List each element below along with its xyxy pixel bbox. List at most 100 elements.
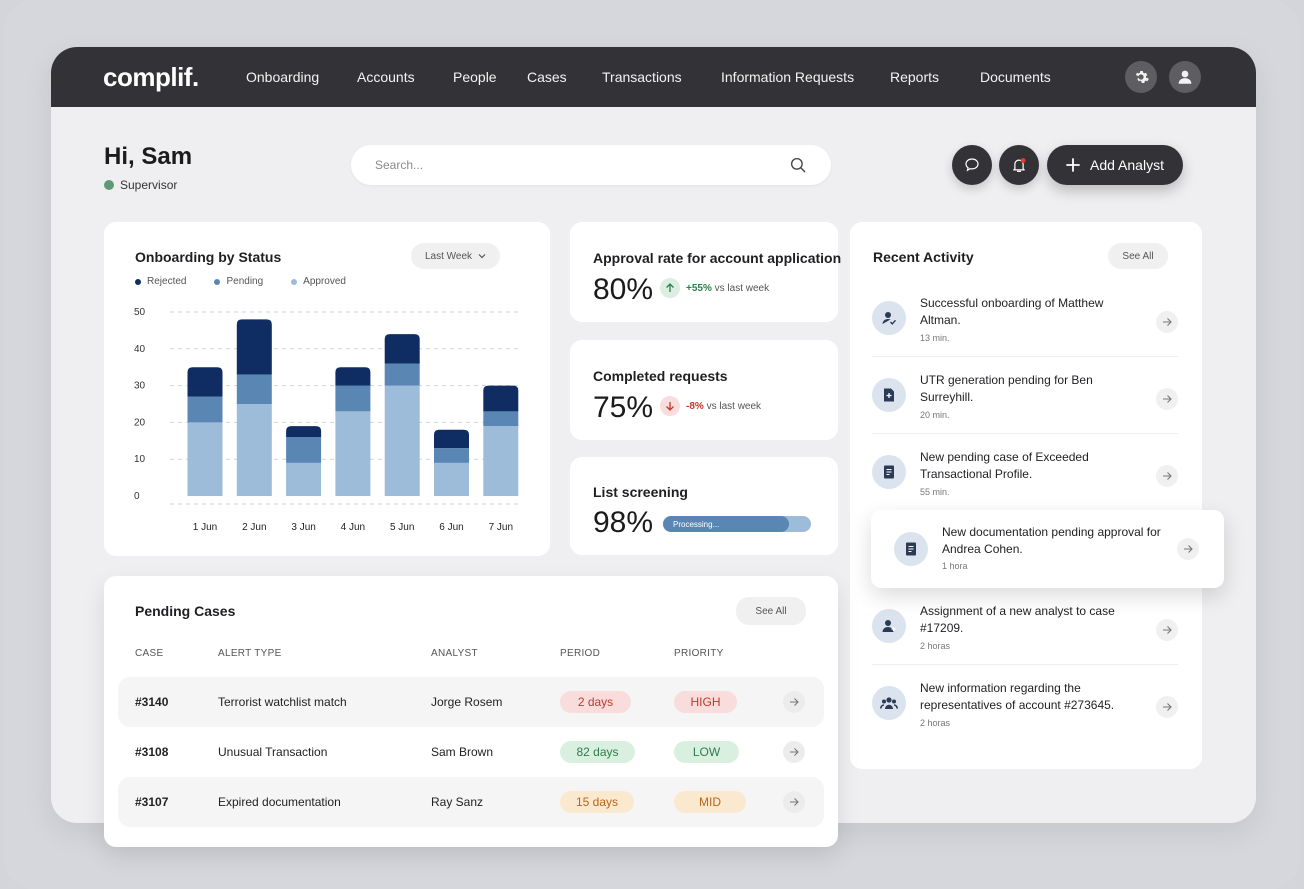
completed-delta-suffix: vs last week (706, 400, 762, 412)
period-badge: 2 days (560, 691, 631, 713)
search-bar[interactable] (351, 145, 831, 185)
progress-label: Processing... (673, 519, 720, 529)
user-check-icon (872, 301, 906, 335)
document-icon (894, 532, 928, 566)
legend-rejected: Rejected (135, 276, 186, 287)
period-badge: 15 days (560, 791, 634, 813)
search-icon[interactable] (789, 156, 807, 174)
col-header-analyst: ANALYST (431, 648, 478, 659)
screening-progress-bar: Processing... (663, 516, 811, 532)
approval-delta-value: +55% (686, 282, 712, 294)
table-row[interactable]: #3108 Unusual Transaction Sam Brown 82 d… (118, 727, 824, 777)
search-input[interactable] (375, 158, 789, 172)
analyst-name: Jorge Rosem (431, 695, 503, 709)
bar-segment-pending (384, 363, 420, 386)
bar-segment-approved (286, 462, 322, 496)
bar-segment-rejected (384, 334, 420, 364)
completed-requests-delta: -8% vs last week (660, 396, 761, 416)
y-tick-label: 20 (134, 417, 146, 428)
group-icon (872, 686, 906, 720)
arrow-right-icon[interactable] (783, 691, 805, 713)
bar-segment-rejected (483, 385, 519, 412)
priority-badge: LOW (674, 741, 739, 763)
activity-time: 55 min. (920, 487, 950, 497)
chat-button[interactable] (952, 145, 992, 185)
x-tick-label: 6 Jun (439, 522, 463, 533)
arrow-right-icon[interactable] (1156, 388, 1178, 410)
case-id: #3108 (135, 745, 169, 759)
approval-rate-title: Approval rate for account application (593, 250, 842, 266)
plus-icon (1066, 158, 1080, 172)
case-id: #3140 (135, 695, 169, 709)
approval-rate-card: Approval rate for account application 80… (570, 222, 842, 322)
divider (872, 433, 1178, 434)
nav-cases[interactable]: Cases (527, 69, 567, 85)
bar-segment-rejected (434, 429, 469, 449)
add-analyst-label: Add Analyst (1090, 157, 1164, 173)
bell-icon (1013, 158, 1026, 172)
col-header-alert-type: ALERT TYPE (218, 648, 282, 659)
table-row[interactable]: #3107 Expired documentation Ray Sanz 15 … (118, 777, 824, 827)
arrow-right-icon[interactable] (1177, 538, 1199, 560)
recent-activity-title: Recent Activity (873, 249, 974, 265)
document-icon (872, 455, 906, 489)
nav-documents[interactable]: Documents (980, 69, 1051, 85)
file-plus-icon (872, 378, 906, 412)
approval-rate-delta: +55% vs last week (660, 278, 769, 298)
activity-item[interactable]: UTR generation pending for Ben Surreyhil… (872, 372, 1182, 432)
chart-title: Onboarding by Status (135, 249, 282, 265)
chart-legend: Rejected Pending Approved (135, 276, 346, 287)
activity-item-highlighted[interactable]: New documentation pending approval for A… (871, 510, 1224, 588)
bar-segment-rejected (335, 367, 371, 386)
screening-progress-fill: Processing... (663, 516, 789, 532)
activity-time: 2 horas (920, 718, 951, 728)
bar-segment-rejected (236, 319, 272, 375)
activity-item[interactable]: New information regarding the representa… (872, 680, 1182, 740)
period-filter-label: Last Week (424, 250, 473, 262)
priority-badge: HIGH (674, 691, 737, 713)
nav-people[interactable]: People (453, 69, 497, 85)
arrow-right-icon[interactable] (783, 791, 805, 813)
analyst-name: Sam Brown (431, 745, 494, 759)
top-nav: complif. Onboarding Accounts People Case… (51, 47, 1256, 107)
nav-transactions[interactable]: Transactions (602, 69, 682, 85)
table-row[interactable]: #3140 Terrorist watchlist match Jorge Ro… (118, 677, 824, 727)
y-tick-label: 0 (134, 491, 140, 502)
period-filter-dropdown[interactable]: Last Week (411, 243, 500, 269)
logo[interactable]: complif. (103, 62, 199, 92)
nav-information-requests[interactable]: Information Requests (721, 69, 855, 85)
arrow-down-icon (660, 396, 680, 416)
alert-type: Unusual Transaction (218, 745, 328, 759)
activity-text: New pending case of Exceeded Transaction… (920, 450, 1089, 481)
activity-item[interactable]: New pending case of Exceeded Transaction… (872, 449, 1182, 509)
activity-item[interactable]: Assignment of a new analyst to case #172… (872, 603, 1182, 663)
nav-onboarding[interactable]: Onboarding (246, 69, 320, 85)
notifications-button[interactable] (999, 145, 1039, 185)
nav-accounts[interactable]: Accounts (357, 69, 415, 85)
user-role: Supervisor (104, 178, 177, 192)
bar-segment-pending (286, 437, 322, 463)
x-tick-label: 3 Jun (291, 522, 315, 533)
arrow-right-icon[interactable] (1156, 311, 1178, 333)
x-tick-label: 4 Jun (341, 522, 365, 533)
settings-button[interactable] (1125, 61, 1157, 93)
priority-badge: MID (674, 791, 746, 813)
add-analyst-button[interactable]: Add Analyst (1047, 145, 1183, 185)
activity-text: Assignment of a new analyst to case #172… (920, 604, 1115, 635)
activity-see-all-button[interactable]: See All (1108, 243, 1168, 269)
activity-item[interactable]: Successful onboarding of Matthew Altman.… (872, 295, 1182, 355)
arrow-right-icon[interactable] (1156, 696, 1178, 718)
col-header-case: CASE (135, 648, 164, 659)
case-id: #3107 (135, 795, 169, 809)
arrow-right-icon[interactable] (1156, 465, 1178, 487)
arrow-right-icon[interactable] (1156, 619, 1178, 641)
nav-reports[interactable]: Reports (890, 69, 940, 85)
bar-segment-approved (483, 426, 519, 496)
profile-button[interactable] (1169, 61, 1201, 93)
bar-segment-pending (483, 411, 519, 427)
arrow-right-icon[interactable] (783, 741, 805, 763)
app-window: complif. Onboarding Accounts People Case… (51, 47, 1256, 847)
period-badge: 82 days (560, 741, 635, 763)
bar-segment-pending (434, 448, 469, 463)
cases-see-all-button[interactable]: See All (736, 597, 806, 625)
